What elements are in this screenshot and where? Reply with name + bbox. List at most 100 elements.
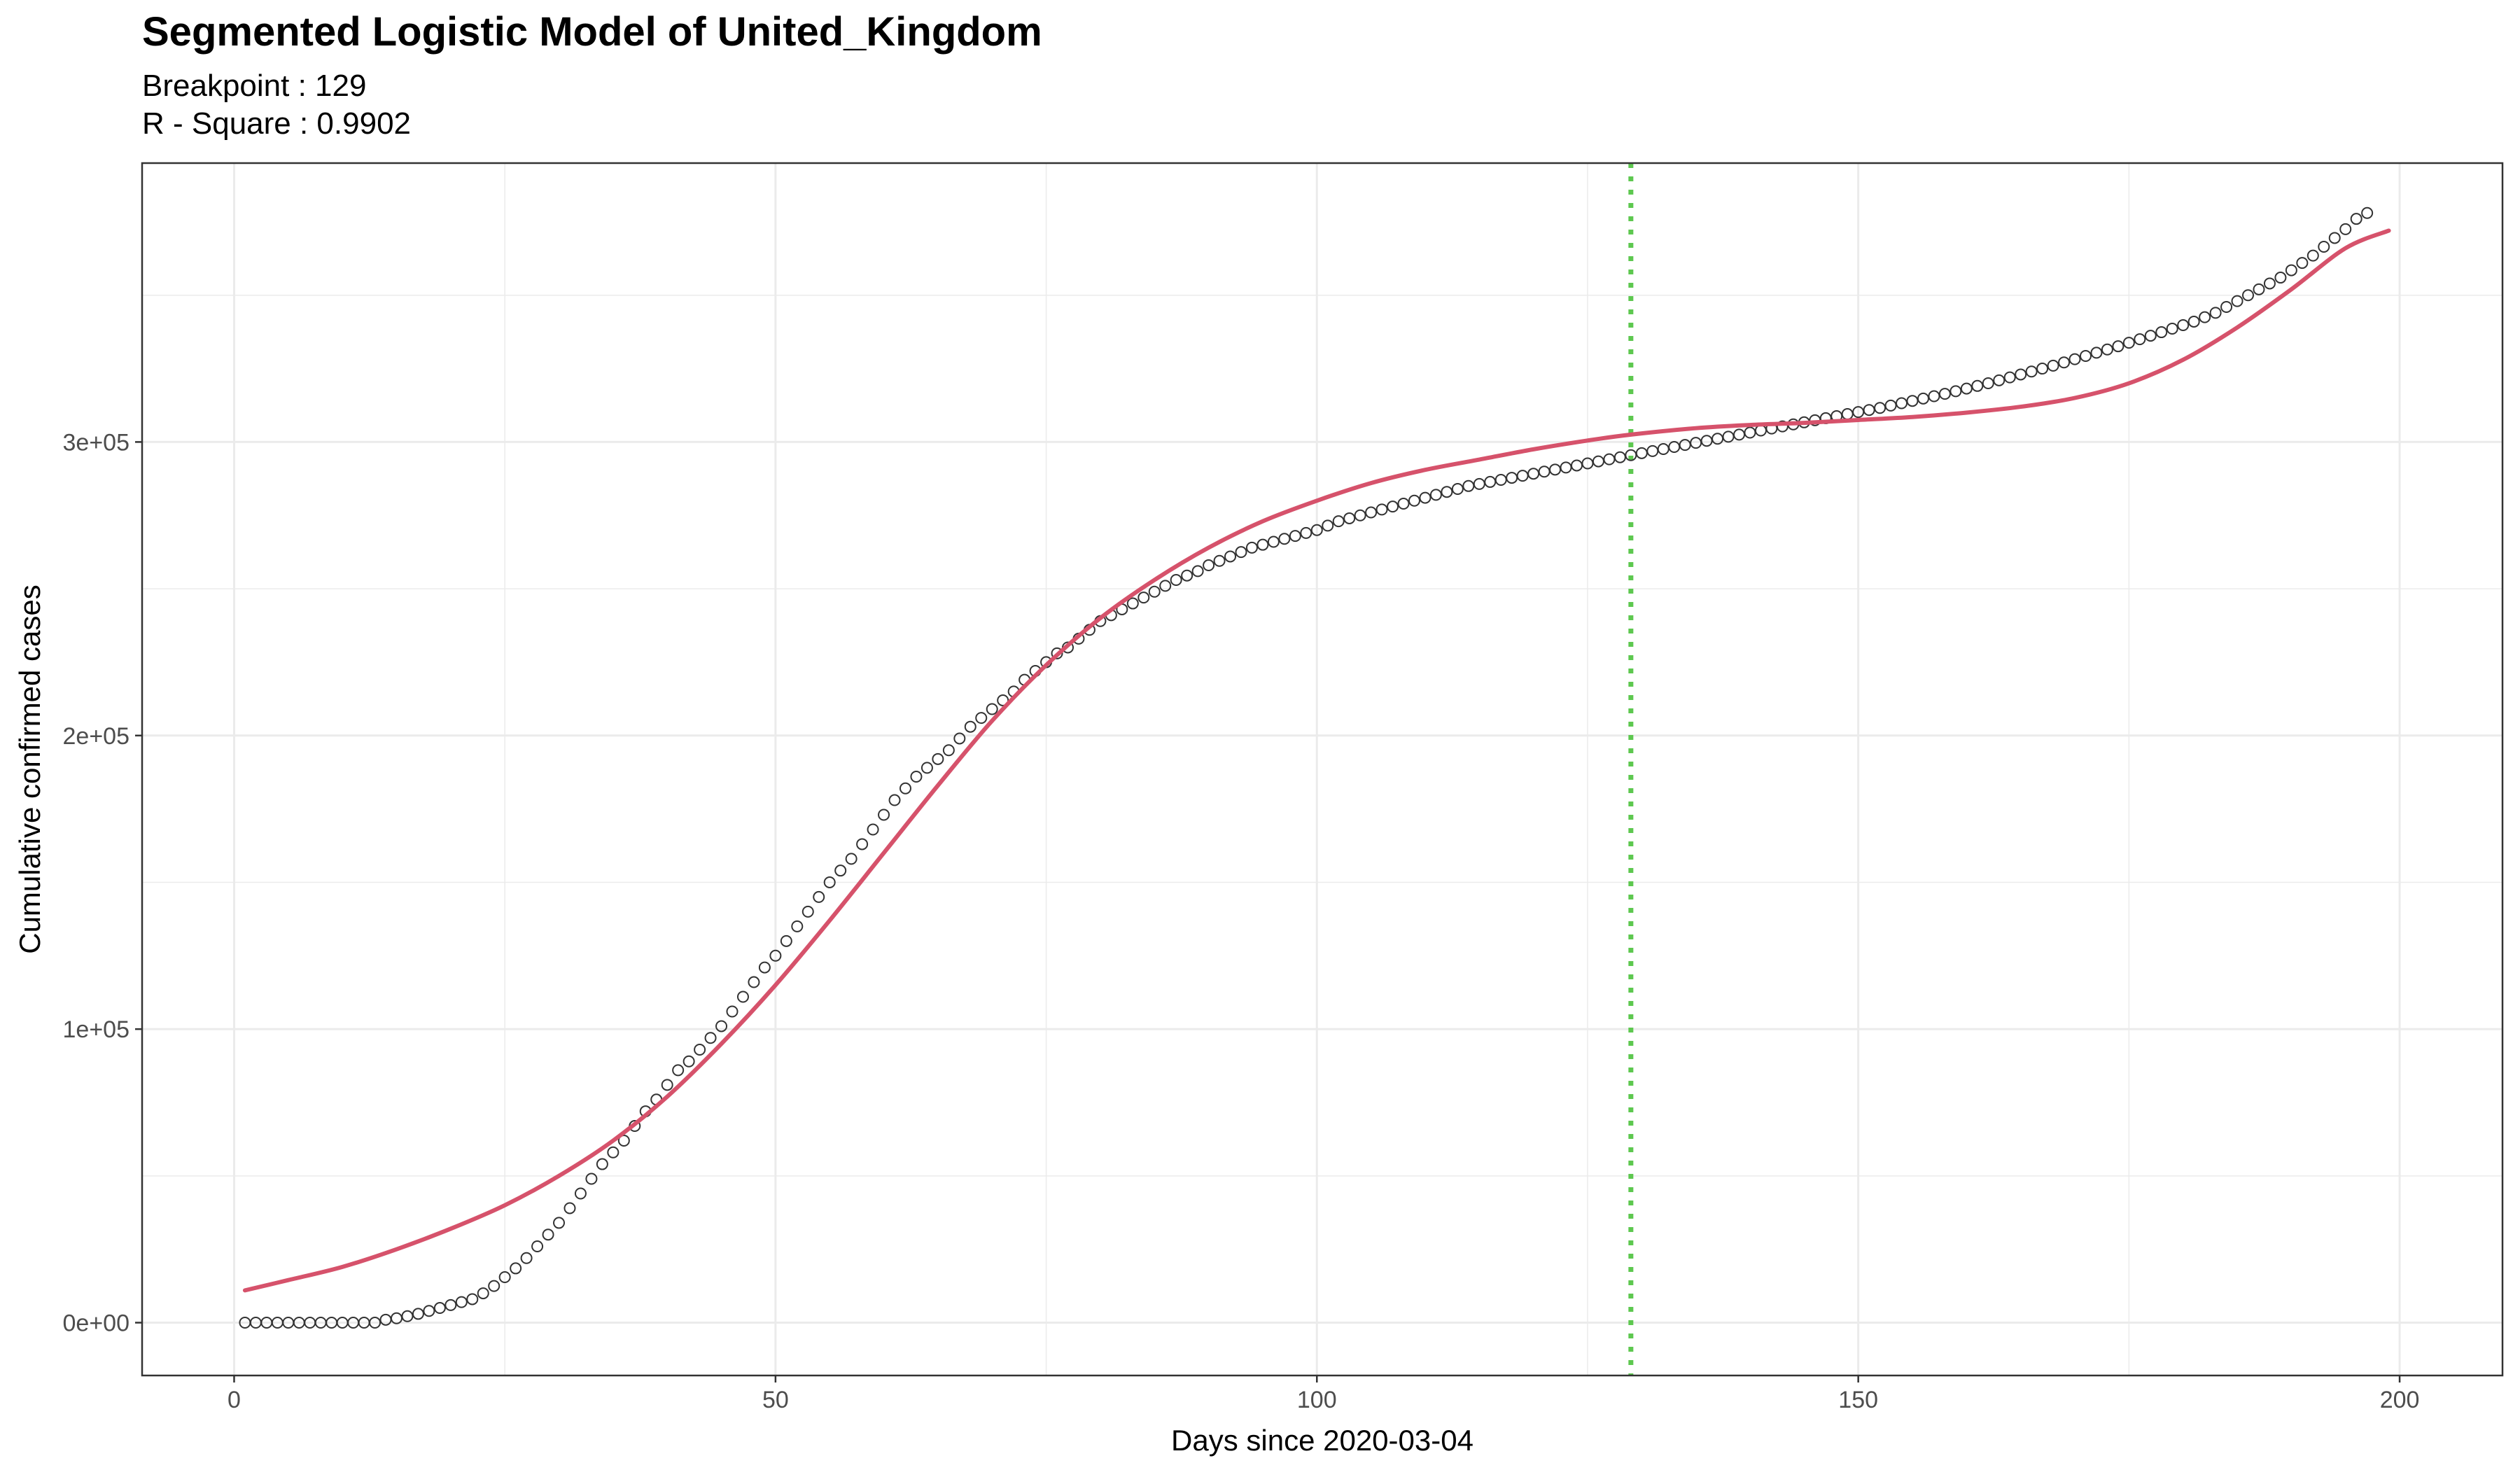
observed-point: [1896, 397, 1908, 410]
observed-point: [2025, 365, 2038, 378]
observed-point: [466, 1293, 479, 1306]
observed-point: [878, 808, 890, 821]
x-tick-label: 50: [762, 1387, 789, 1413]
observed-point: [1949, 385, 1962, 398]
observed-point: [1159, 580, 1172, 592]
observed-point: [1224, 550, 1237, 563]
observed-point: [910, 770, 923, 783]
observed-point: [1971, 379, 1984, 392]
observed-point: [2339, 223, 2352, 235]
observed-point: [1754, 424, 1767, 437]
observed-point: [2101, 343, 2113, 356]
observed-point: [920, 762, 933, 774]
observed-point: [2155, 326, 2168, 339]
observed-point: [1700, 435, 1713, 447]
panel-border: [141, 162, 2504, 1377]
observed-point: [1527, 468, 1540, 480]
observed-point: [2015, 368, 2027, 381]
observed-point: [1289, 530, 1301, 542]
observed-point: [1376, 503, 1388, 516]
observed-point: [369, 1317, 382, 1329]
observed-point: [2220, 300, 2233, 313]
observed-point: [661, 1079, 673, 1091]
observed-point: [704, 1032, 717, 1044]
observed-point: [433, 1302, 446, 1315]
observed-point: [2306, 249, 2319, 262]
observed-point: [813, 890, 825, 903]
observed-point: [715, 1020, 728, 1032]
observed-point: [1614, 451, 1626, 463]
x-tick-label: 100: [1297, 1387, 1337, 1413]
observed-point: [1538, 465, 1550, 478]
observed-point: [1733, 428, 1746, 441]
observed-point: [1982, 377, 1994, 390]
observed-point: [1560, 461, 1572, 474]
observed-point: [2144, 330, 2157, 342]
observed-point: [845, 853, 858, 865]
observed-points: [239, 206, 2374, 1329]
observed-point: [1863, 404, 1875, 416]
observed-point: [596, 1158, 608, 1170]
x-axis: 0 50 100 150 200: [227, 1376, 2419, 1413]
observed-point: [2274, 272, 2287, 284]
observed-point: [1993, 374, 2005, 386]
observed-point: [2134, 333, 2146, 346]
observed-point: [488, 1280, 500, 1292]
observed-point: [1451, 483, 1464, 496]
observed-point: [2058, 356, 2071, 369]
observed-point: [617, 1135, 630, 1147]
observed-point: [736, 990, 749, 1003]
x-tick-label: 150: [1838, 1387, 1878, 1413]
observed-point: [1592, 455, 1604, 468]
observed-point: [2068, 353, 2081, 365]
fitted-line-layer: [242, 228, 2391, 1293]
observed-point: [401, 1310, 414, 1322]
observed-point: [1635, 447, 1648, 459]
observed-point: [1256, 538, 1269, 551]
observed-point: [1960, 382, 1973, 395]
observed-point: [1170, 574, 1182, 587]
y-axis: 0e+00 1e+05 2e+05 3e+05: [63, 429, 142, 1337]
observed-point: [1657, 442, 1670, 455]
observed-point: [802, 905, 814, 918]
observed-point: [574, 1187, 587, 1200]
observed-point: [1874, 402, 1886, 414]
observed-point: [1549, 463, 1562, 476]
observed-point: [791, 920, 804, 932]
observed-point: [1322, 519, 1334, 532]
observed-point: [1191, 565, 1204, 578]
observed-point: [1235, 546, 1247, 559]
observed-point: [1646, 444, 1659, 457]
y-tick-label: 1e+05: [63, 1016, 130, 1043]
observed-point: [856, 838, 869, 850]
observed-point: [2122, 337, 2135, 349]
observed-point: [1429, 489, 1442, 501]
observed-point: [477, 1287, 489, 1300]
observed-point: [1506, 472, 1518, 484]
observed-point: [758, 961, 771, 974]
observed-point: [2047, 359, 2059, 372]
observed-point: [1332, 515, 1345, 528]
observed-point: [2209, 307, 2222, 319]
observed-point: [2036, 363, 2049, 375]
observed-point: [2242, 289, 2255, 302]
observed-point: [1310, 524, 1323, 536]
observed-point: [1203, 559, 1215, 572]
observed-point: [1148, 585, 1161, 598]
observed-point: [1278, 533, 1291, 545]
observed-point: [986, 703, 998, 715]
observed-point: [694, 1043, 706, 1056]
observed-point: [542, 1228, 554, 1241]
observed-point: [932, 752, 944, 765]
fitted-line: [242, 228, 2391, 1293]
observed-point: [769, 949, 782, 962]
observed-point: [682, 1055, 695, 1068]
observed-point: [1473, 477, 1485, 490]
observed-point: [1484, 475, 1497, 488]
grid-lines: [142, 163, 2502, 1376]
observed-point: [748, 976, 760, 988]
observed-point: [2188, 315, 2200, 328]
observed-point: [2079, 350, 2092, 363]
observed-point: [726, 1005, 738, 1018]
x-tick-label: 200: [2380, 1387, 2420, 1413]
